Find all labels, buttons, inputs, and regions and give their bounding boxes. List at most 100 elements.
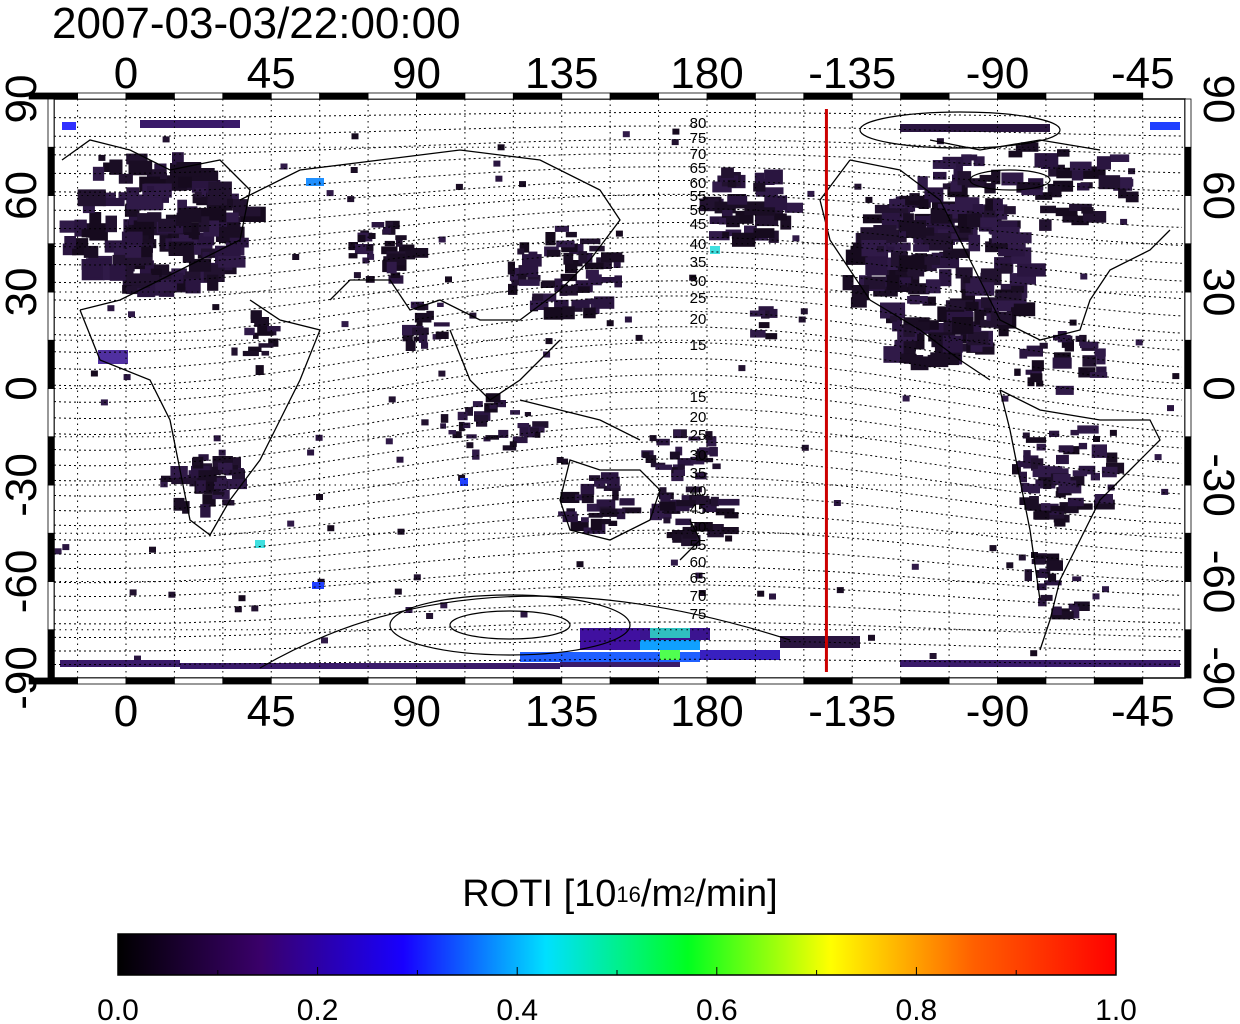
roti-cell <box>965 178 987 188</box>
roti-cell <box>458 421 465 432</box>
roti-cell <box>886 275 900 290</box>
roti-cell <box>158 218 176 232</box>
roti-cell <box>991 227 1020 244</box>
roti-cell <box>519 242 530 253</box>
roti-cell <box>413 336 423 342</box>
roti-cell <box>980 319 999 328</box>
roti-cell <box>673 469 685 476</box>
roti-cell <box>321 637 328 644</box>
roti-cell <box>681 535 701 547</box>
roti-cell <box>1082 355 1097 367</box>
roti-cell <box>922 257 940 265</box>
roti-cell <box>773 209 783 217</box>
roti-cell <box>433 322 450 327</box>
roti-cell <box>1070 429 1079 436</box>
roti-cell <box>62 243 76 256</box>
roti-cell <box>675 518 692 526</box>
roti-cell <box>1053 474 1071 484</box>
frame-band <box>464 677 514 685</box>
roti-cell <box>1040 594 1053 601</box>
frame-band <box>755 677 805 685</box>
roti-cell <box>160 478 168 488</box>
roti-cell <box>925 279 941 294</box>
roti-cell <box>714 201 736 214</box>
roti-cell <box>1012 464 1021 475</box>
roti-cell <box>943 248 970 258</box>
map-axes: 0045459090135135180180-135-135-90-90-45-… <box>0 49 1240 736</box>
roti-cell <box>508 283 518 295</box>
roti-cell <box>622 131 630 138</box>
roti-cell <box>974 309 985 325</box>
roti-cell <box>518 273 527 280</box>
frame-band <box>125 677 175 685</box>
frame-band <box>47 98 55 148</box>
roti-cell <box>292 254 300 260</box>
roti-cell <box>171 229 185 240</box>
roti-cell <box>600 508 618 517</box>
roti-cell <box>721 167 734 178</box>
roti-cell <box>1003 206 1016 215</box>
roti-cell <box>1080 341 1099 349</box>
roti-cell <box>350 167 358 173</box>
roti-cell <box>196 480 206 493</box>
coastlines <box>61 139 1171 651</box>
roti-cell <box>1015 145 1023 152</box>
lon-tick-label-bottom: -90 <box>966 687 1030 736</box>
roti-cell <box>405 340 416 351</box>
roti-cell <box>712 463 721 470</box>
roti-cell <box>1094 348 1106 357</box>
roti-cell <box>261 350 270 356</box>
roti-cell <box>1000 263 1012 274</box>
roti-cell <box>616 508 626 520</box>
roti-cell <box>1096 355 1106 365</box>
lat-tick-label-right: 60 <box>1194 171 1240 220</box>
roti-cell <box>168 591 176 598</box>
roti-cell <box>563 252 574 265</box>
frame-band <box>319 92 369 100</box>
frame-band <box>1184 388 1192 438</box>
roti-cell <box>622 507 642 514</box>
contour-label: 40 <box>690 483 707 500</box>
roti-cell <box>671 139 679 146</box>
roti-cell <box>194 473 202 484</box>
roti-cell <box>1075 335 1084 342</box>
roti-cell <box>903 317 930 326</box>
roti-cell <box>1154 454 1162 461</box>
roti-cell <box>757 590 765 597</box>
roti-cell <box>1022 432 1030 439</box>
roti-cell <box>155 279 177 291</box>
contour-label: 70 <box>690 146 707 163</box>
roti-cell <box>900 124 1050 132</box>
roti-cell <box>131 273 152 286</box>
roti-cell <box>589 475 601 481</box>
roti-cell <box>494 400 506 408</box>
lon-tick-label-top: -135 <box>808 49 896 98</box>
frame-band <box>658 92 708 100</box>
roti-cell <box>1019 471 1027 483</box>
roti-cell <box>399 244 415 254</box>
roti-cell <box>527 275 541 282</box>
roti-cell <box>688 436 701 441</box>
roti-cell <box>614 275 622 288</box>
frame-band <box>706 677 756 685</box>
roti-cell <box>895 213 914 221</box>
roti-cell <box>726 215 740 228</box>
roti-cell <box>721 527 739 535</box>
roti-cell <box>1064 340 1074 352</box>
roti-cell <box>1053 334 1071 341</box>
roti-cell <box>200 504 211 518</box>
roti-cell <box>218 256 246 268</box>
roti-cell <box>973 156 985 167</box>
roti-cell <box>960 332 972 344</box>
roti-cell <box>1055 385 1074 395</box>
roti-cell <box>670 559 678 566</box>
south-pole-contour <box>259 595 791 669</box>
lon-tick-label-bottom: -45 <box>1111 687 1175 736</box>
lat-tick-label-left: 30 <box>0 268 46 317</box>
roti-cell <box>1055 491 1066 498</box>
roti-cell <box>998 248 1025 257</box>
roti-cell <box>1080 273 1088 280</box>
roti-cell <box>682 526 697 539</box>
roti-cell <box>1020 482 1030 493</box>
roti-cell <box>147 186 155 193</box>
